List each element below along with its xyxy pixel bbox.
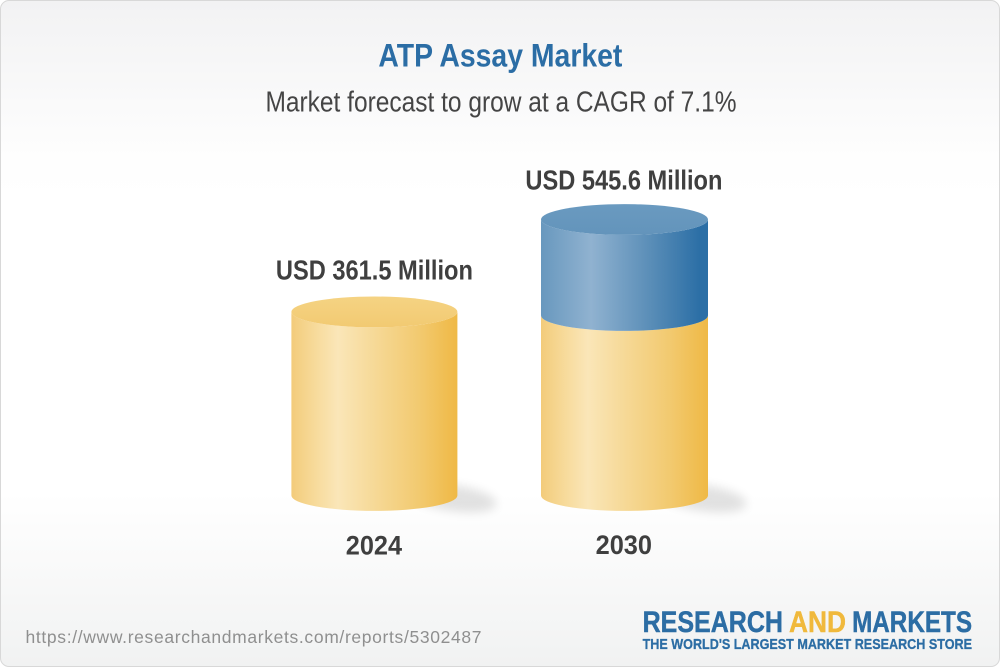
svg-text:Market forecast to grow at a C: Market forecast to grow at a CAGR of 7.1…	[266, 87, 737, 119]
svg-text:THE WORLD'S LARGEST MARKET RES: THE WORLD'S LARGEST MARKET RESEARCH STOR…	[643, 637, 973, 653]
svg-text:USD 545.6 Million: USD 545.6 Million	[525, 164, 722, 195]
svg-text:2024: 2024	[346, 530, 402, 560]
svg-text:RESEARCH: RESEARCH	[643, 606, 783, 639]
svg-text:MARKETS: MARKETS	[852, 606, 972, 639]
svg-text:ATP Assay Market: ATP Assay Market	[378, 37, 622, 73]
svg-text:https://www.researchandmarkets: https://www.researchandmarkets.com/repor…	[26, 627, 482, 647]
svg-text:AND: AND	[789, 606, 846, 639]
svg-text:USD 361.5 Million: USD 361.5 Million	[276, 254, 473, 285]
svg-text:2030: 2030	[596, 530, 652, 560]
